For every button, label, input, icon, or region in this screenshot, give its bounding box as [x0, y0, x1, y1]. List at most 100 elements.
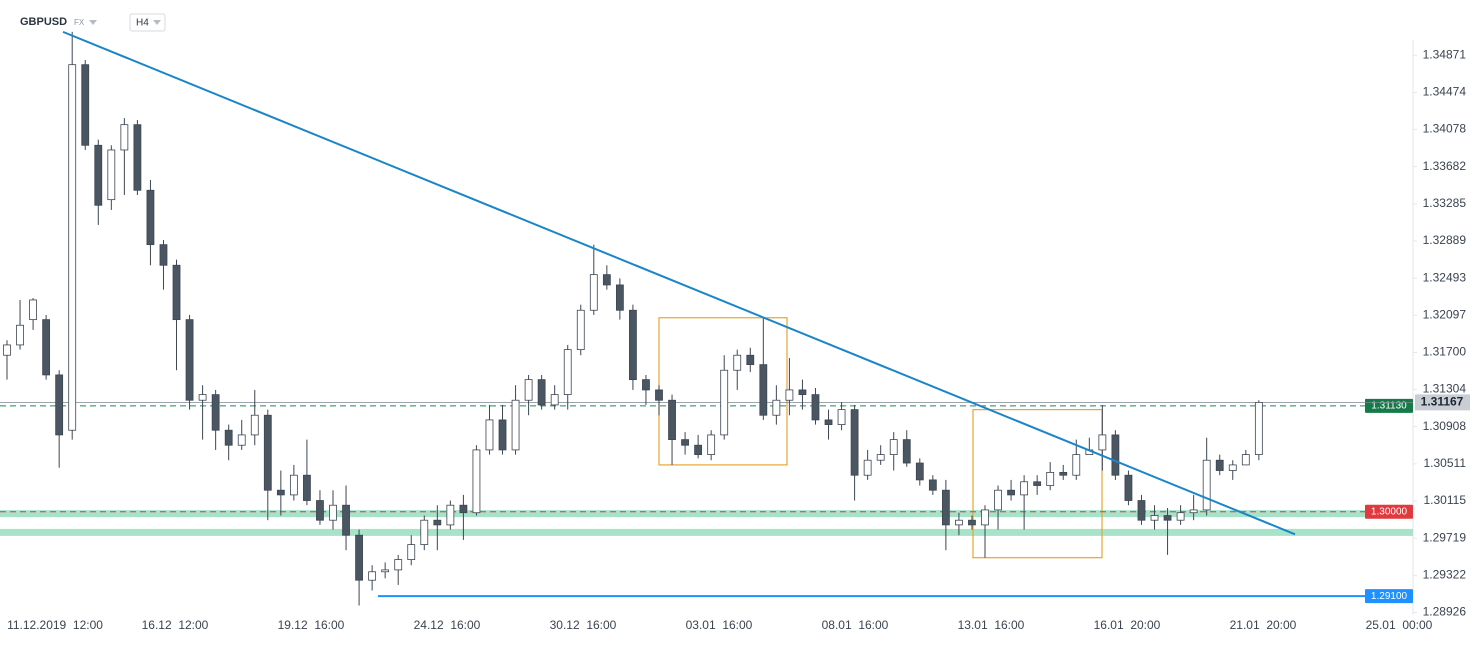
candle-body	[146, 189, 155, 246]
candle-body	[1072, 454, 1081, 476]
candle-body	[563, 349, 572, 396]
price-tag-label: 1.29100	[1371, 591, 1408, 602]
candle-body	[707, 434, 716, 455]
candle-body	[981, 509, 989, 526]
candle-body	[342, 504, 350, 536]
candle-body	[889, 439, 898, 455]
candle-body	[968, 519, 976, 526]
candle-body	[211, 394, 220, 431]
candle-body	[172, 264, 181, 321]
price-tag-label: 1.30000	[1371, 506, 1408, 517]
candle-body	[785, 389, 794, 401]
candle-body	[824, 419, 833, 426]
candle-body	[407, 544, 416, 560]
candle-body	[198, 394, 207, 401]
candle-body	[1215, 459, 1224, 471]
candle-body	[498, 419, 507, 451]
symbol[interactable]: GBPUSD	[20, 16, 67, 28]
y-tick-label: 1.33682	[1423, 159, 1467, 173]
candle-body	[81, 64, 90, 146]
candle-body	[303, 474, 311, 501]
candle-body	[1098, 434, 1107, 451]
candle-body	[798, 389, 807, 396]
timeframe-button[interactable]	[129, 13, 166, 32]
last-price-tag	[1415, 394, 1470, 411]
market: FX	[74, 18, 85, 27]
candle-body	[159, 244, 168, 266]
candle-body	[120, 124, 129, 151]
candle-body	[1033, 481, 1042, 486]
candle-body	[329, 504, 337, 521]
candle-body	[289, 474, 298, 496]
y-tick-label: 1.32889	[1423, 233, 1467, 247]
candle-body	[250, 414, 259, 436]
price-tag-label: 1.31130	[1371, 400, 1407, 411]
candle-body	[850, 409, 859, 476]
candle-body	[720, 369, 729, 436]
candle-body	[459, 504, 468, 514]
candle-body	[446, 504, 455, 526]
candle-body	[511, 399, 520, 451]
candle-body	[615, 284, 624, 311]
candle-body	[1254, 401, 1263, 455]
x-tick-label: 24.12 16:00	[414, 618, 481, 632]
candle-body	[955, 519, 963, 526]
candle-body	[16, 324, 24, 346]
candle-body	[485, 419, 494, 451]
x-tick-label: 11.12.2019 12:00	[7, 618, 103, 632]
y-tick-label: 1.29719	[1423, 530, 1467, 544]
candle-body	[94, 144, 103, 206]
candle-body	[642, 379, 650, 391]
candle-body	[876, 454, 885, 461]
candle-body	[1059, 472, 1068, 476]
candle-body	[107, 149, 116, 201]
candle-body	[55, 374, 64, 436]
candle-body	[1202, 459, 1211, 511]
candle-body	[68, 64, 77, 431]
candle-body	[133, 124, 142, 191]
y-tick-label: 1.30908	[1423, 419, 1467, 433]
x-tick-label: 16.01 20:00	[1094, 618, 1161, 632]
candle-body	[394, 559, 403, 571]
candle-body	[746, 354, 755, 366]
candle-body	[694, 444, 703, 455]
candle-body	[1137, 500, 1146, 521]
candle-body	[368, 571, 377, 581]
x-tick-label: 30.12 16:00	[550, 618, 617, 632]
candle-body	[224, 429, 233, 446]
candle-body	[355, 534, 363, 581]
candle-body	[1020, 481, 1029, 496]
support-zone	[0, 510, 1413, 518]
timeframe[interactable]: H4	[136, 18, 149, 29]
candle-body	[1111, 434, 1120, 476]
candle-body	[994, 489, 1002, 511]
x-tick-label: 08.01 16:00	[822, 618, 889, 632]
dropdown-arrow[interactable]	[89, 20, 97, 25]
candle-body	[681, 439, 689, 446]
candle-body	[524, 379, 533, 401]
y-tick-label: 1.34078	[1423, 122, 1467, 136]
x-tick-label: 03.01 16:00	[686, 618, 753, 632]
candle-body	[902, 439, 911, 464]
x-tick-label: 19.12 16:00	[278, 618, 345, 632]
y-tick-label: 1.34474	[1423, 85, 1467, 99]
y-tick-label: 1.32097	[1423, 307, 1467, 321]
candle-body	[915, 462, 924, 481]
y-tick-label: 1.28926	[1423, 605, 1467, 619]
candle-body	[759, 364, 768, 416]
price-tag	[1365, 589, 1413, 604]
candle-body	[837, 409, 846, 426]
candle-body	[185, 319, 194, 401]
candle-body	[1163, 515, 1172, 521]
candle-body	[1150, 515, 1159, 521]
candle-body	[420, 519, 429, 545]
candle-body	[433, 519, 442, 526]
dropdown-arrow[interactable]	[153, 20, 161, 25]
x-tick-label: 21.01 20:00	[1230, 618, 1297, 632]
x-tick-label: 25.01 00:00	[1366, 618, 1433, 632]
candle-body	[602, 274, 611, 286]
candle-body	[1176, 512, 1185, 521]
candle-body	[811, 394, 820, 421]
candle-body	[550, 394, 559, 406]
